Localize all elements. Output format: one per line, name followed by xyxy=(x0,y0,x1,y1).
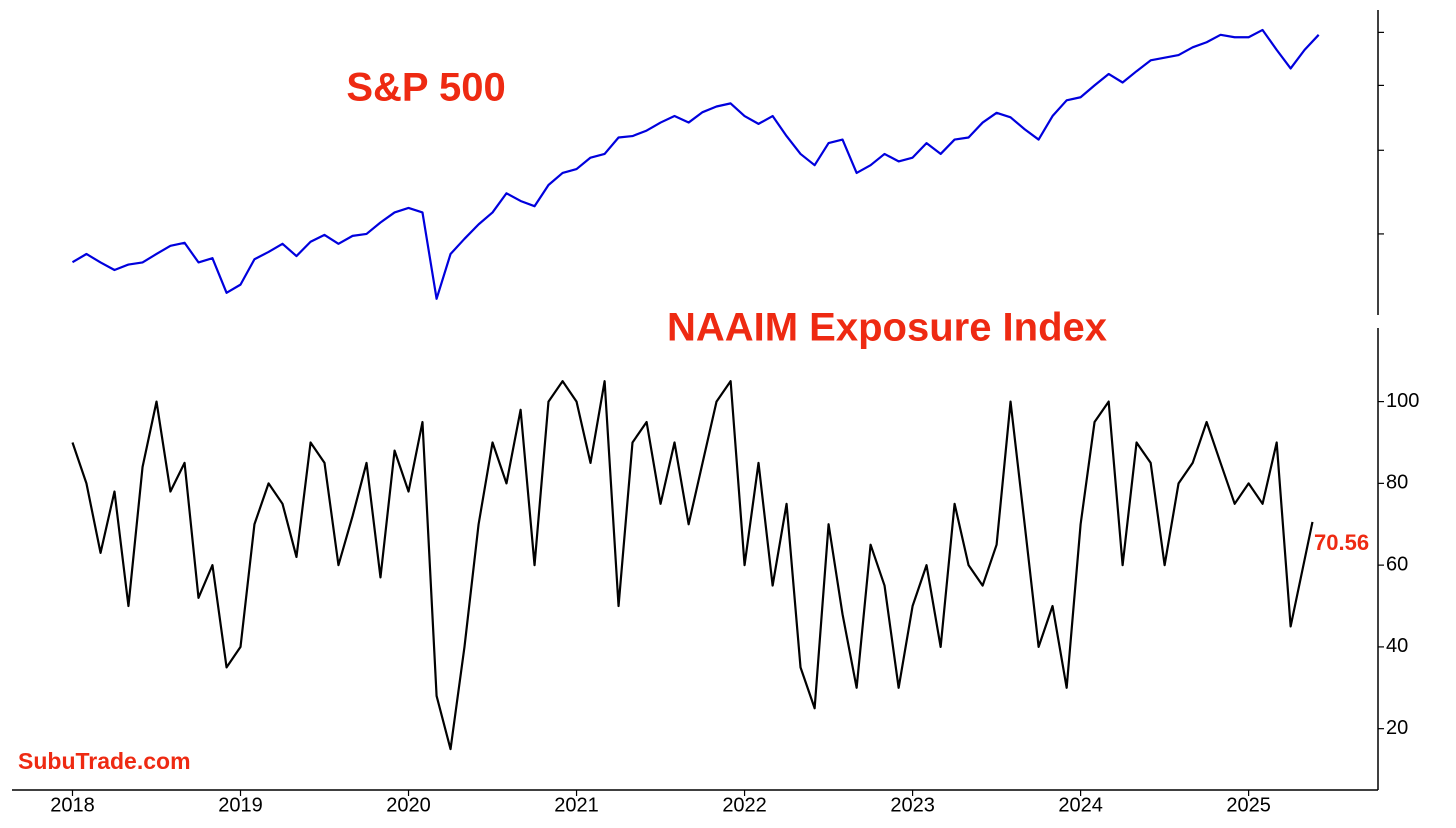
x-tick-label: 2020 xyxy=(386,794,431,816)
x-tick-label: 2021 xyxy=(554,794,599,816)
x-tick-label: 2022 xyxy=(722,794,767,816)
chart-title: S&P 500 xyxy=(346,66,505,110)
chart-title: NAAIM Exposure Index xyxy=(667,306,1107,350)
value-label: 70.56 xyxy=(1314,530,1369,555)
x-tick-label: 2018 xyxy=(50,794,95,816)
watermark: SubuTrade.com xyxy=(18,748,191,774)
x-tick-label: 2024 xyxy=(1058,794,1103,816)
line xyxy=(71,380,1314,751)
y-tick-label: 80 xyxy=(1386,472,1408,494)
line xyxy=(71,28,1320,300)
x-tick-label: 2019 xyxy=(218,794,263,816)
y-tick-label: 40 xyxy=(1386,635,1408,657)
x-tick-label: 2023 xyxy=(890,794,935,816)
x-tick-label: 2025 xyxy=(1226,794,1271,816)
y-tick-label: 20 xyxy=(1386,717,1408,739)
y-tick-label: 100 xyxy=(1386,390,1419,412)
y-tick-label: 60 xyxy=(1386,553,1408,575)
